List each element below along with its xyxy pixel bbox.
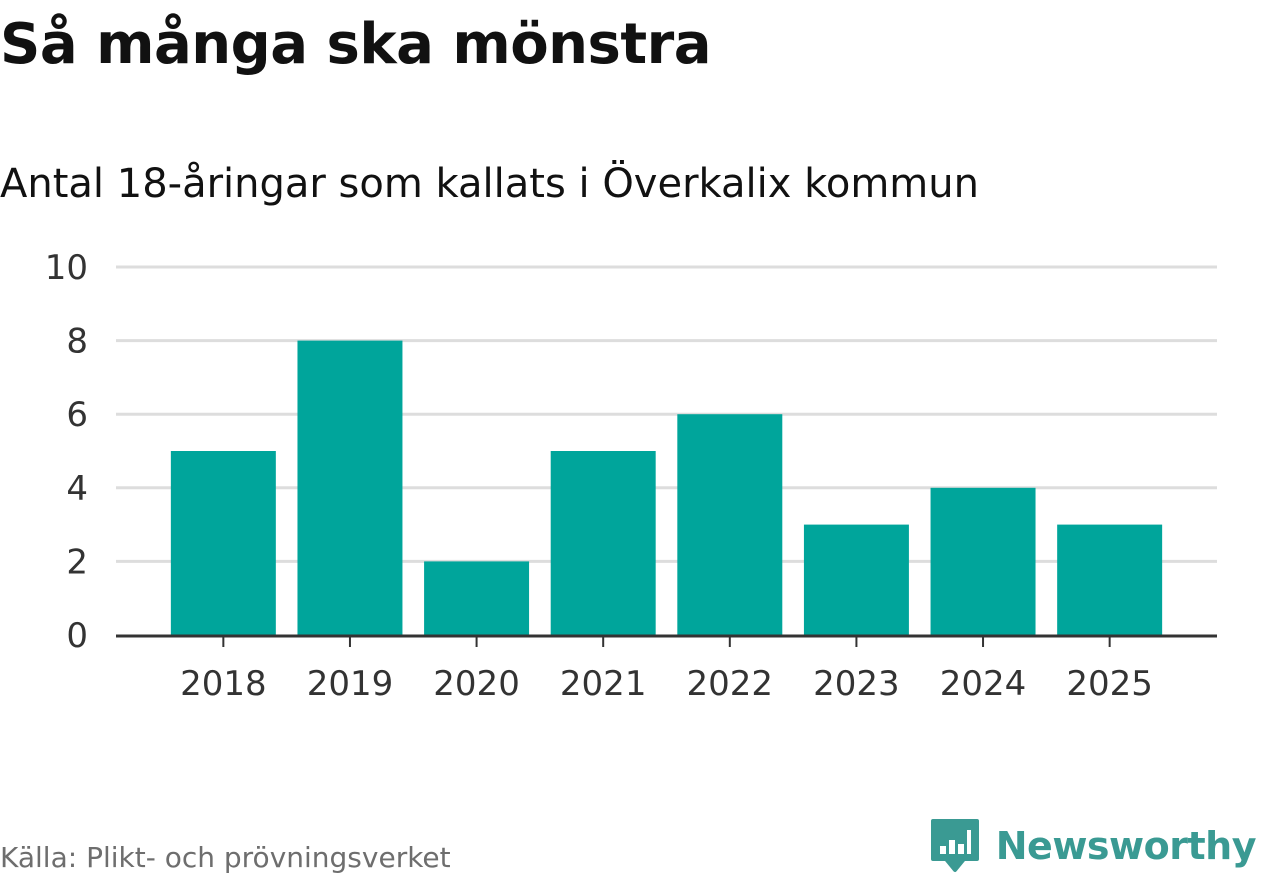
x-tick-label: 2018 (180, 664, 267, 704)
bar-2023 (803, 524, 909, 635)
bar-2020 (424, 561, 530, 635)
x-tick-label: 2022 (687, 664, 774, 704)
x-axis (116, 634, 1217, 647)
bar-2021 (550, 451, 656, 635)
bar-2024 (930, 487, 1036, 635)
y-tick-label: 2 (66, 542, 88, 582)
x-tick-label: 2020 (433, 664, 520, 704)
bar-2018 (170, 451, 276, 635)
chart-title: Så många ska mönstra (0, 12, 712, 77)
y-tick-label: 8 (66, 322, 88, 362)
brand-name: Newsworthy (995, 824, 1257, 868)
source-note: Källa: Plikt- och prövningsverket (0, 841, 451, 874)
gridlines (116, 265, 1217, 563)
brand-logo: Newsworthy (930, 818, 1257, 874)
x-tick-label: 2025 (1066, 664, 1153, 704)
bars (170, 340, 1163, 635)
x-tick-label: 2023 (813, 664, 900, 704)
x-tick-label: 2021 (560, 664, 647, 704)
chart-subtitle: Antal 18-åringar som kallats i Överkalix… (0, 161, 979, 207)
bar-2022 (677, 414, 783, 635)
bar-chart-speech-bubble-icon (930, 819, 979, 872)
y-tick-label: 4 (66, 469, 88, 509)
x-axis-tick-labels: 2018 2019 2020 2021 2022 2023 2024 2025 (180, 664, 1153, 704)
bar-2025 (1057, 524, 1163, 635)
x-tick-label: 2019 (307, 664, 394, 704)
y-tick-label: 6 (66, 395, 88, 435)
y-tick-label: 0 (66, 616, 88, 656)
y-tick-label: 10 (45, 248, 88, 288)
bar-2019 (297, 340, 403, 635)
y-axis-tick-labels: 0 2 4 6 8 10 (45, 248, 88, 656)
x-tick-label: 2024 (940, 664, 1027, 704)
